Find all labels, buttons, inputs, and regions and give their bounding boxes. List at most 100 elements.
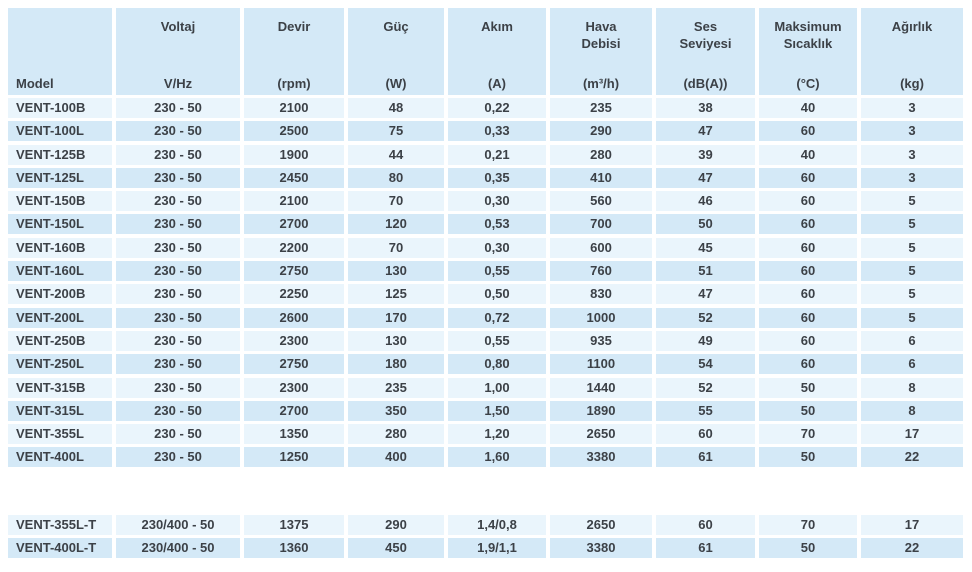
- header-unit-model: Model: [16, 76, 54, 91]
- cell-hava: 2650: [550, 514, 652, 535]
- header-cell-devir: Devir (rpm): [244, 8, 344, 95]
- cell-sicaklik: 60: [759, 214, 857, 235]
- cell-voltaj: 230 - 50: [116, 191, 240, 212]
- cell-voltaj: 230 - 50: [116, 214, 240, 235]
- cell-devir: 2500: [244, 121, 344, 142]
- cell-guc: 400: [348, 447, 444, 468]
- header-unit-guc: (W): [385, 76, 407, 91]
- cell-akim: 0,33: [448, 121, 546, 142]
- cell-akim: 1,50: [448, 400, 546, 421]
- table-row: VENT-315L 230 - 50 2700 350 1,50 1890 55 50 8: [8, 400, 970, 421]
- cell-voltaj: 230/400 - 50: [116, 538, 240, 559]
- cell-devir: 2100: [244, 98, 344, 118]
- cell-guc: 120: [348, 214, 444, 235]
- cell-ses: 47: [656, 121, 755, 142]
- cell-model: VENT-150B: [8, 191, 112, 212]
- table-row: VENT-100L 230 - 50 2500 75 0,33 290 47 60 3: [8, 121, 970, 142]
- spec-table: Model Voltaj V/Hz Devir (rpm) Güç (W) Akım (A) Ha…: [8, 8, 970, 559]
- cell-devir: 2200: [244, 237, 344, 258]
- cell-voltaj: 230 - 50: [116, 237, 240, 258]
- header-cell-akim: Akım (A): [448, 8, 546, 95]
- table-row: VENT-315B 230 - 50 2300 235 1,00 1440 52 50 8: [8, 377, 970, 398]
- cell-ses: 60: [656, 424, 755, 445]
- cell-ses: 46: [656, 191, 755, 212]
- cell-agirlik: 5: [861, 191, 963, 212]
- cell-ses: 47: [656, 284, 755, 305]
- header-cell-agirlik: Ağırlık (kg): [861, 8, 963, 95]
- cell-agirlik: 5: [861, 307, 963, 328]
- header-unit-ses: (dB(A)): [683, 76, 728, 91]
- cell-devir: 1375: [244, 514, 344, 535]
- cell-akim: 0,22: [448, 98, 546, 118]
- cell-voltaj: 230 - 50: [116, 284, 240, 305]
- table-row: VENT-250L 230 - 50 2750 180 0,80 1100 54 60 6: [8, 354, 970, 375]
- cell-voltaj: 230 - 50: [116, 144, 240, 165]
- cell-model: VENT-200L: [8, 307, 112, 328]
- cell-guc: 130: [348, 330, 444, 351]
- cell-guc: 280: [348, 424, 444, 445]
- cell-agirlik: 3: [861, 144, 963, 165]
- cell-hava: 1440: [550, 377, 652, 398]
- cell-guc: 350: [348, 400, 444, 421]
- cell-agirlik: 5: [861, 261, 963, 282]
- cell-model: VENT-355L: [8, 424, 112, 445]
- cell-devir: 2600: [244, 307, 344, 328]
- cell-voltaj: 230 - 50: [116, 307, 240, 328]
- cell-voltaj: 230/400 - 50: [116, 514, 240, 535]
- header-title-devir: Devir: [277, 19, 311, 34]
- cell-devir: 2750: [244, 261, 344, 282]
- cell-guc: 235: [348, 377, 444, 398]
- cell-model: VENT-400L: [8, 447, 112, 468]
- header-cell-sicaklik: Maksimum Sıcaklık (°C): [759, 8, 857, 95]
- cell-sicaklik: 40: [759, 144, 857, 165]
- table-section-gap: [8, 471, 970, 515]
- cell-guc: 125: [348, 284, 444, 305]
- cell-guc: 70: [348, 191, 444, 212]
- cell-sicaklik: 40: [759, 98, 857, 118]
- cell-sicaklik: 70: [759, 424, 857, 445]
- cell-model: VENT-250B: [8, 330, 112, 351]
- cell-akim: 0,30: [448, 237, 546, 258]
- cell-model: VENT-125L: [8, 167, 112, 188]
- cell-voltaj: 230 - 50: [116, 98, 240, 118]
- cell-model: VENT-315B: [8, 377, 112, 398]
- cell-guc: 80: [348, 167, 444, 188]
- cell-agirlik: 22: [861, 538, 963, 559]
- table-body-monophase: VENT-100B 230 - 50 2100 48 0,22 235 38 40 3 VENT-…: [8, 98, 970, 468]
- cell-guc: 290: [348, 514, 444, 535]
- header-title-sicaklik: Maksimum Sıcaklık: [774, 19, 842, 51]
- cell-sicaklik: 60: [759, 330, 857, 351]
- cell-sicaklik: 50: [759, 447, 857, 468]
- cell-hava: 235: [550, 98, 652, 118]
- cell-voltaj: 230 - 50: [116, 354, 240, 375]
- cell-ses: 61: [656, 447, 755, 468]
- cell-akim: 1,60: [448, 447, 546, 468]
- cell-hava: 3380: [550, 538, 652, 559]
- table-row: VENT-100B 230 - 50 2100 48 0,22 235 38 40 3: [8, 98, 970, 118]
- cell-akim: 0,80: [448, 354, 546, 375]
- cell-hava: 830: [550, 284, 652, 305]
- header-title-hava: Hava Debisi: [581, 19, 621, 51]
- table-row: VENT-160L 230 - 50 2750 130 0,55 760 51 60 5: [8, 261, 970, 282]
- cell-voltaj: 230 - 50: [116, 330, 240, 351]
- cell-guc: 44: [348, 144, 444, 165]
- cell-sicaklik: 60: [759, 307, 857, 328]
- cell-agirlik: 8: [861, 400, 963, 421]
- header-title-ses: Ses Seviyesi: [679, 19, 732, 51]
- cell-akim: 0,30: [448, 191, 546, 212]
- cell-model: VENT-250L: [8, 354, 112, 375]
- cell-sicaklik: 60: [759, 237, 857, 258]
- cell-akim: 0,55: [448, 330, 546, 351]
- cell-model: VENT-100L: [8, 121, 112, 142]
- cell-hava: 1100: [550, 354, 652, 375]
- table-row: VENT-355L 230 - 50 1350 280 1,20 2650 60 70 17: [8, 424, 970, 445]
- cell-sicaklik: 60: [759, 354, 857, 375]
- cell-sicaklik: 60: [759, 167, 857, 188]
- header-title-agirlik: Ağırlık: [891, 19, 933, 34]
- cell-guc: 170: [348, 307, 444, 328]
- cell-model: VENT-160B: [8, 237, 112, 258]
- cell-akim: 1,4/0,8: [448, 514, 546, 535]
- cell-sicaklik: 60: [759, 261, 857, 282]
- cell-akim: 0,72: [448, 307, 546, 328]
